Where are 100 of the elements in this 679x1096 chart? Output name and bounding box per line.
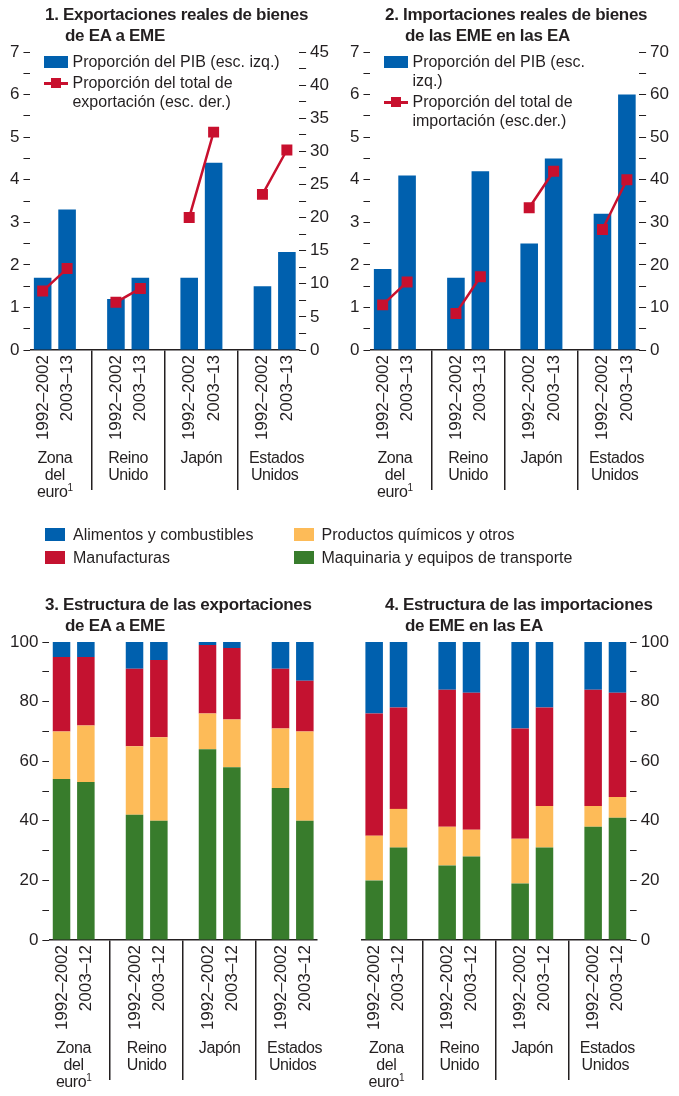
bar xyxy=(608,817,627,940)
x-tick-label: 1992–2002 xyxy=(252,355,272,441)
text: Japón xyxy=(519,449,564,466)
y2-tick-label: 25 xyxy=(310,174,330,194)
bar xyxy=(584,805,602,827)
x-tick-label: 2003–12 xyxy=(607,945,627,1012)
legend-label: Proporción del total de exportación (esc. der.) xyxy=(72,73,234,111)
bar xyxy=(365,835,383,881)
bar xyxy=(584,642,602,690)
legend-label: Proporción del PIB (esc. izq.) xyxy=(72,52,280,71)
bar xyxy=(223,767,241,940)
y-tick-label: 7 xyxy=(9,41,20,61)
bar xyxy=(618,94,636,350)
y2-tick-label: 40 xyxy=(650,169,670,189)
bar xyxy=(535,707,554,806)
legend-label: Proporción del total de importación (esc.der.) xyxy=(412,92,574,130)
y2-tick-label: 80 xyxy=(640,691,660,711)
text: Reino Unido xyxy=(125,1039,168,1073)
bar xyxy=(608,692,627,797)
bar xyxy=(389,847,408,940)
bar xyxy=(520,243,538,350)
y2-tick-label: 5 xyxy=(310,306,320,326)
x-tick-label: 2003–12 xyxy=(75,945,95,1012)
bar xyxy=(389,707,408,809)
point xyxy=(183,212,195,224)
y-tick-label: 2 xyxy=(349,254,360,274)
bar xyxy=(125,814,144,940)
bar xyxy=(511,728,529,839)
bar xyxy=(77,656,95,726)
bar xyxy=(535,805,554,848)
point xyxy=(548,165,560,177)
bar xyxy=(462,829,481,857)
legend-label: Proporción del PIB (esc. izq.) xyxy=(412,52,586,90)
text: Japón xyxy=(510,1039,555,1056)
y2-tick-label: 60 xyxy=(650,84,670,104)
bar xyxy=(125,746,144,815)
y-tick-label: 80 xyxy=(19,691,39,711)
bar xyxy=(77,725,95,783)
y-tick-label: 5 xyxy=(349,126,360,146)
x-tick-label: 1992–2002 xyxy=(179,355,199,441)
point xyxy=(474,271,486,283)
bar xyxy=(204,162,223,350)
bar xyxy=(58,209,76,350)
x-tick-label: 1992–2002 xyxy=(437,945,457,1031)
y-tick-label: 100 xyxy=(9,631,39,651)
y2-tick-label: 35 xyxy=(310,107,330,127)
chart-title: 2. Importaciones reales de bienes de las EME en las EA xyxy=(385,5,648,45)
y-tick-label: 6 xyxy=(9,84,20,104)
bar xyxy=(198,713,217,750)
bar xyxy=(535,642,554,708)
x-tick-label: 2003–13 xyxy=(203,355,223,422)
bar xyxy=(150,820,168,940)
text: Zona del euro$^{1}$ xyxy=(376,449,414,500)
y2-tick-label: 30 xyxy=(650,211,670,231)
y-tick-label: 1 xyxy=(9,297,20,317)
y-tick-label: 0 xyxy=(9,339,20,359)
x-tick-label: 1992–2002 xyxy=(197,945,217,1031)
y2-tick-label: 70 xyxy=(650,41,670,61)
y2-tick-label: 60 xyxy=(640,750,660,770)
y-tick-label: 60 xyxy=(19,750,39,770)
bar xyxy=(52,779,71,940)
bar xyxy=(150,642,168,660)
bar xyxy=(438,642,456,690)
y-tick-label: 3 xyxy=(9,211,20,231)
bar xyxy=(278,252,296,350)
point xyxy=(208,126,220,138)
y2-tick-label: 40 xyxy=(310,74,330,94)
x-tick-label: 2003–13 xyxy=(470,355,490,422)
bar xyxy=(593,213,612,350)
bar xyxy=(365,713,383,836)
x-tick-label: 1992–2002 xyxy=(270,945,290,1031)
bar xyxy=(198,644,217,714)
y2-tick-label: 50 xyxy=(650,126,670,146)
y2-tick-label: 40 xyxy=(640,810,660,830)
bar xyxy=(271,642,290,669)
y2-tick-label: 0 xyxy=(650,339,660,359)
y-tick-label: 4 xyxy=(349,169,360,189)
point xyxy=(377,299,389,311)
bar xyxy=(125,642,144,669)
bar xyxy=(584,689,602,806)
bar xyxy=(77,782,95,940)
text: Estados Unidos xyxy=(267,1039,323,1073)
bar xyxy=(398,175,416,350)
bar xyxy=(535,847,554,940)
bar xyxy=(223,719,241,768)
x-tick-label: 2003–13 xyxy=(397,355,417,422)
chart-title: 1. Exportaciones reales de bienes de EA a EME xyxy=(45,5,309,45)
y-tick-label: 2 xyxy=(9,254,20,274)
text: Reino Unido xyxy=(447,449,490,483)
bar xyxy=(296,680,314,732)
x-tick-label: 1992–2002 xyxy=(124,945,144,1031)
y-tick-label: 20 xyxy=(19,870,39,890)
bar xyxy=(271,728,290,789)
bar xyxy=(271,788,290,940)
x-tick-label: 1992–2002 xyxy=(445,355,465,441)
bar xyxy=(608,642,627,693)
point xyxy=(450,307,462,319)
y2-tick-label: 0 xyxy=(310,339,320,359)
text: Estados Unidos xyxy=(249,449,305,483)
point xyxy=(134,282,146,294)
